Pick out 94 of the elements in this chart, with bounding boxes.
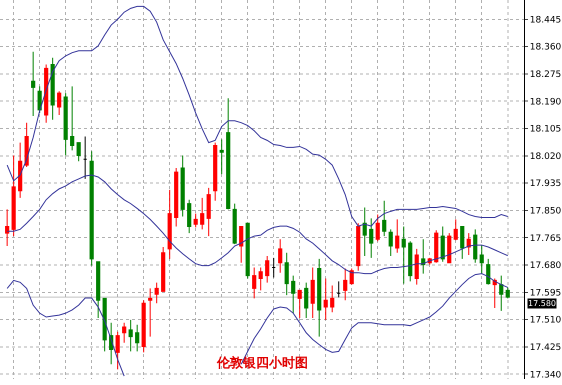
line-series bbox=[6, 174, 508, 274]
candlestick bbox=[12, 154, 16, 237]
candlestick bbox=[265, 255, 270, 284]
candlestick bbox=[18, 142, 22, 198]
candlestick bbox=[473, 228, 478, 264]
candlestick bbox=[447, 232, 452, 264]
candlestick bbox=[246, 222, 250, 279]
candlestick bbox=[492, 278, 497, 309]
y-tick-label: 17.935 bbox=[530, 179, 562, 190]
candlestick bbox=[70, 86, 74, 151]
candlestick bbox=[480, 244, 484, 274]
y-tick-label: 18.105 bbox=[530, 124, 562, 135]
candlestick bbox=[83, 136, 88, 180]
candlestick bbox=[31, 51, 36, 116]
candlestick bbox=[460, 226, 464, 260]
candlestick bbox=[50, 57, 55, 120]
y-tick-label: 17.680 bbox=[530, 261, 562, 272]
line-series bbox=[6, 6, 508, 227]
candlestick bbox=[506, 286, 510, 299]
candlestick bbox=[388, 228, 393, 256]
candlestick bbox=[298, 290, 302, 318]
y-tick-label: 17.425 bbox=[530, 343, 562, 354]
candlestick bbox=[343, 268, 348, 301]
candlestick bbox=[194, 213, 198, 228]
y-tick-label: 18.020 bbox=[530, 152, 562, 162]
candlestick bbox=[57, 90, 62, 116]
candlestick bbox=[220, 138, 224, 175]
candlestick bbox=[408, 240, 412, 282]
y-tick-label: 18.360 bbox=[530, 42, 562, 53]
candlestick bbox=[116, 331, 120, 370]
y-tick-label: 17.765 bbox=[530, 234, 562, 244]
candlestick bbox=[142, 300, 146, 353]
y-tick-label: 17.340 bbox=[530, 370, 562, 380]
candlestick bbox=[38, 86, 42, 114]
candlestick bbox=[362, 206, 367, 256]
y-tick-label: 18.275 bbox=[530, 70, 562, 80]
y-tick-label: 17.510 bbox=[530, 316, 562, 326]
candlestick bbox=[213, 142, 218, 202]
candlestick bbox=[24, 122, 29, 168]
candlestick bbox=[187, 199, 192, 234]
candlestick bbox=[466, 232, 471, 256]
candlestick bbox=[200, 197, 204, 230]
candlestick bbox=[206, 187, 211, 237]
candlestick bbox=[499, 275, 504, 312]
candlestick bbox=[5, 208, 10, 247]
candlestick bbox=[278, 238, 282, 274]
candlestick bbox=[304, 282, 308, 318]
candlestick bbox=[161, 246, 166, 292]
candlestick bbox=[486, 258, 490, 286]
candlestick bbox=[440, 226, 445, 262]
candlestick bbox=[102, 298, 107, 352]
candlestick bbox=[90, 150, 94, 266]
candlestick bbox=[76, 142, 81, 162]
candlestick bbox=[44, 64, 48, 124]
candlestick bbox=[96, 261, 100, 318]
candlestick bbox=[232, 203, 237, 245]
candlestick bbox=[239, 226, 244, 264]
candlestick bbox=[252, 267, 256, 299]
candlestick bbox=[336, 280, 341, 298]
text: 伦敦银四小时图 bbox=[216, 355, 308, 371]
y-tick-label: 17.850 bbox=[530, 206, 562, 217]
candlestick bbox=[350, 268, 354, 286]
candlestick bbox=[148, 288, 152, 338]
candlestick bbox=[226, 98, 230, 210]
candlestick bbox=[284, 252, 289, 296]
candlestick bbox=[356, 222, 360, 272]
candlestick bbox=[434, 230, 438, 264]
y-tick-label: 18.190 bbox=[530, 97, 562, 108]
ref-line-label: 17.580 bbox=[528, 299, 556, 308]
candlestick bbox=[382, 200, 386, 237]
candlestick bbox=[291, 275, 296, 314]
candlestick bbox=[180, 154, 185, 217]
candlestick bbox=[324, 278, 328, 320]
y-tick-label: 17.595 bbox=[530, 288, 562, 298]
y-tick-label: 18.445 bbox=[530, 15, 562, 26]
candlestick bbox=[421, 238, 426, 274]
candlestick bbox=[310, 267, 315, 318]
candlestick bbox=[168, 189, 172, 260]
candlestick bbox=[128, 319, 133, 352]
candlestick bbox=[272, 257, 276, 278]
candlestick bbox=[369, 218, 374, 258]
candlestick bbox=[376, 214, 380, 242]
candlestick bbox=[258, 267, 263, 291]
candlestick bbox=[402, 226, 406, 284]
candlestick bbox=[454, 218, 458, 241]
candlestick bbox=[174, 167, 178, 227]
candlestick bbox=[154, 282, 159, 304]
candlestick bbox=[414, 248, 419, 286]
candlestick bbox=[64, 92, 68, 156]
candlestick bbox=[395, 218, 400, 254]
candlestick bbox=[135, 324, 140, 352]
candlestick bbox=[317, 258, 322, 338]
candlestick bbox=[122, 322, 126, 344]
candlestick bbox=[330, 285, 334, 313]
